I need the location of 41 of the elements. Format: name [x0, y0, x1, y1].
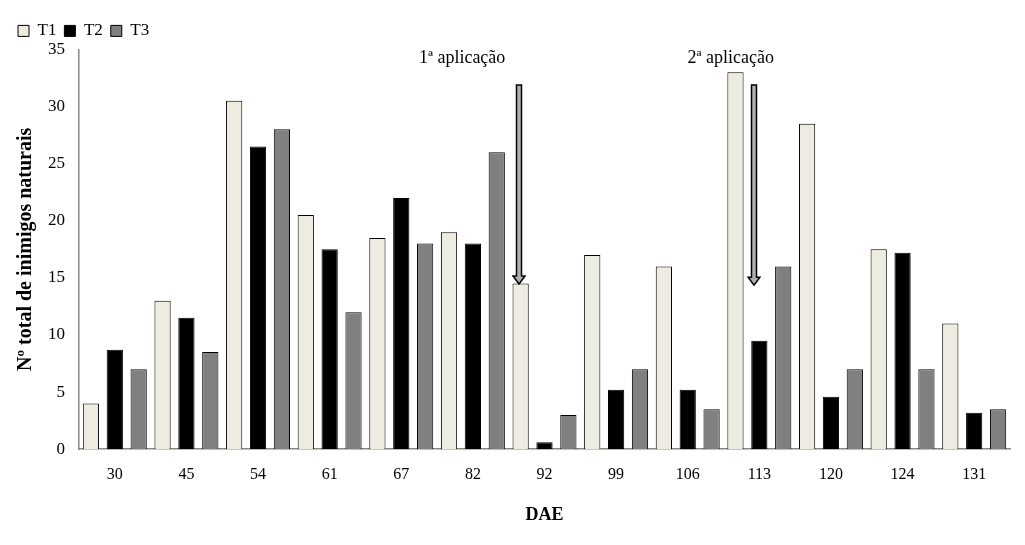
bar — [464, 243, 481, 450]
x-tick-label: 45 — [178, 465, 195, 482]
x-tick-label: 120 — [818, 465, 843, 482]
bar — [966, 412, 983, 450]
bar — [822, 396, 840, 450]
legend-label: T2 — [83, 20, 103, 40]
bar — [536, 442, 553, 450]
y-tick-label: 35 — [48, 38, 65, 58]
bar — [249, 146, 267, 450]
legend-label: T1 — [37, 20, 57, 40]
y-tick-label: 30 — [48, 95, 65, 115]
annotation: 2ª aplicação — [687, 47, 774, 68]
x-tick-label: 113 — [747, 465, 772, 482]
bar — [106, 349, 123, 450]
bar — [894, 252, 911, 450]
y-tick-label: 25 — [48, 153, 65, 173]
y-tick-label: 5 — [56, 381, 65, 401]
y-tick-label: 10 — [48, 324, 65, 344]
x-tick-label: 61 — [321, 465, 338, 482]
x-axis-title: DAE — [525, 503, 564, 524]
x-tick-label: 131 — [962, 465, 987, 482]
y-axis-title: Nº total de inimigos naturais — [13, 127, 37, 371]
bar — [393, 197, 410, 450]
x-tick-label: 92 — [536, 465, 553, 482]
legend-label: T3 — [130, 20, 150, 40]
x-tick-label: 99 — [608, 465, 625, 482]
bar — [751, 340, 768, 450]
bar — [608, 389, 625, 450]
x-tick-label: 67 — [393, 465, 410, 482]
annotation: 1ª aplicação — [418, 47, 506, 68]
y-tick-label: 20 — [48, 210, 65, 230]
bar — [679, 389, 696, 450]
bar — [178, 317, 195, 450]
x-tick-label: 30 — [106, 465, 123, 482]
y-tick-label: 0 — [56, 438, 65, 458]
x-tick-label: 54 — [250, 465, 267, 482]
bar — [321, 249, 338, 450]
y-tick-label: 15 — [48, 267, 65, 287]
x-tick-label: 124 — [890, 465, 915, 482]
x-tick-label: 82 — [464, 465, 481, 482]
x-tick-label: 106 — [675, 465, 700, 482]
